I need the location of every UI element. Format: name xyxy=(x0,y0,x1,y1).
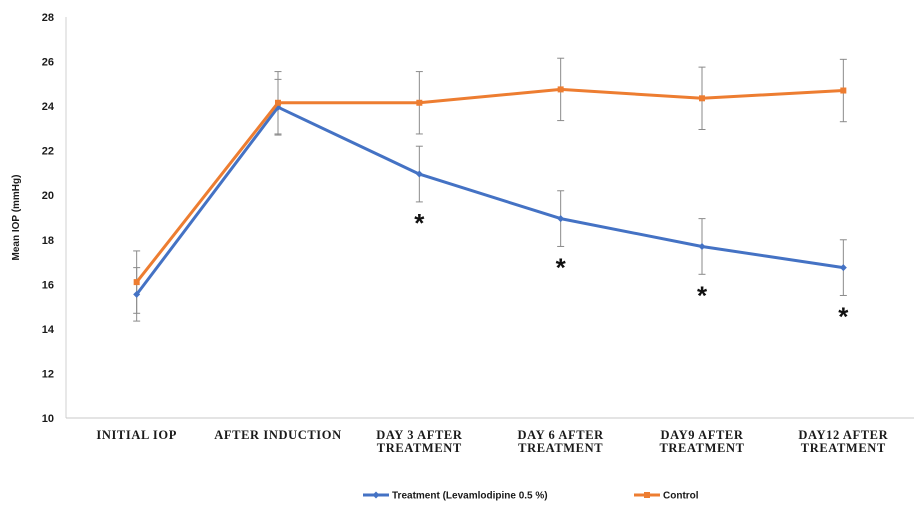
legend: Treatment (Levamlodipine 0.5 %) Control xyxy=(363,491,699,502)
significance-marker: * xyxy=(838,301,849,331)
legend-item: Treatment (Levamlodipine 0.5 %) xyxy=(363,491,548,502)
x-tick-label: DAY 3 AFTER TREATMENT xyxy=(376,428,463,455)
y-tick-label: 16 xyxy=(42,279,54,291)
x-tick-label-line: DAY12 AFTER xyxy=(798,428,888,442)
y-axis-title: Mean IOP (mmHg) xyxy=(11,175,22,261)
significance-marker: * xyxy=(697,280,708,310)
x-tick-label-line: TREATMENT xyxy=(801,441,886,455)
data-point xyxy=(415,170,423,178)
x-tick-label: INITIAL IOP xyxy=(96,428,177,442)
x-tick-label: AFTER INDUCTION xyxy=(214,428,341,442)
y-tick-label: 28 xyxy=(42,12,54,24)
x-tick-label-line: TREATMENT xyxy=(518,441,603,455)
y-tick-label: 24 xyxy=(42,101,55,113)
data-point xyxy=(416,99,423,106)
data-point xyxy=(557,86,564,93)
x-tick-label-line: INITIAL IOP xyxy=(96,428,177,442)
y-tick-label: 18 xyxy=(42,235,54,247)
legend-swatch-marker xyxy=(372,491,380,499)
significance-marker: * xyxy=(414,208,425,238)
annotations: * * * * xyxy=(414,208,849,332)
y-tick-label: 12 xyxy=(42,368,54,380)
data-point xyxy=(698,242,706,250)
x-tick-label-line: TREATMENT xyxy=(377,441,462,455)
y-tick-label: 26 xyxy=(42,57,54,69)
data-point xyxy=(275,99,281,106)
series-1 xyxy=(133,86,847,286)
y-tick-label: 20 xyxy=(42,190,54,202)
y-tick-label: 22 xyxy=(42,146,54,158)
data-point xyxy=(133,290,141,298)
x-tick-label-line: DAY 6 AFTER xyxy=(518,428,605,442)
data-point xyxy=(699,95,705,102)
data-point xyxy=(839,264,847,272)
significance-marker: * xyxy=(556,252,567,282)
y-tick-label: 14 xyxy=(42,324,55,336)
legend-label: Control xyxy=(663,491,699,502)
data-point xyxy=(840,87,847,94)
x-tick-label: DAY 6 AFTER TREATMENT xyxy=(518,428,605,455)
series-0 xyxy=(133,103,847,298)
x-tick-label-line: DAY9 AFTER xyxy=(661,428,744,442)
x-tick-label-line: DAY 3 AFTER xyxy=(376,428,463,442)
x-tick-label-line: TREATMENT xyxy=(659,441,744,455)
data-point xyxy=(133,279,140,286)
legend-item: Control xyxy=(634,491,699,502)
legend-label: Treatment (Levamlodipine 0.5 %) xyxy=(392,491,548,502)
legend-swatch-marker xyxy=(644,492,650,498)
y-tick-label: 10 xyxy=(42,413,54,425)
x-tick-label: DAY12 AFTER TREATMENT xyxy=(798,428,888,455)
axes: 10 12 14 16 18 20 22 24 26 28 Mean IOP (mmHg) INITI… xyxy=(11,12,914,455)
data-point xyxy=(557,215,565,223)
x-tick-label-line: AFTER INDUCTION xyxy=(214,428,341,442)
series-line xyxy=(135,87,844,284)
series-line xyxy=(135,105,844,296)
x-tick-label: DAY9 AFTER TREATMENT xyxy=(659,428,744,455)
series xyxy=(133,86,847,298)
